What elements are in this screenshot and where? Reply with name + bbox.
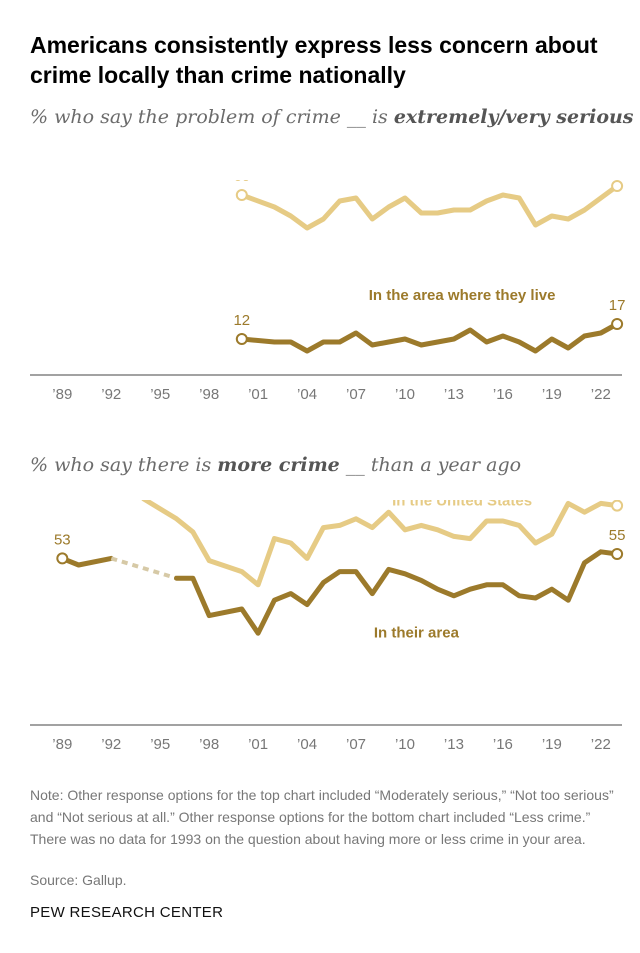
x-tick-label: ’10 [395,386,415,403]
top-subtitle-text: % who say the problem of crime __ is [30,106,394,128]
x-tick-label: ’92 [101,386,121,403]
top-subtitle-bold: extremely/very serious [393,106,634,128]
endpoint-marker [235,189,248,201]
chart-source: Source: Gallup. [30,872,127,888]
x-tick-label: ’19 [542,386,562,403]
chart-note: Note: Other response options for the top… [30,787,614,847]
x-tick-label: ’98 [199,736,219,753]
x-tick-label: ’07 [346,736,366,753]
endpoint-marker [611,180,624,192]
x-tick-label: ’16 [493,386,513,403]
x-tick-label: ’13 [444,736,464,753]
data-value-label: 17 [609,297,626,314]
series-line-in-the-area-where-they-live [239,321,620,354]
bottom-chart-subtitle: % who say there is more crime __ than a … [30,454,630,476]
x-tick-label: ’95 [150,736,170,753]
bottom-subtitle-tail: __ than a year ago [339,454,522,476]
data-value-label: 53 [54,531,71,548]
x-tick-label: ’04 [297,736,317,753]
x-tick-label: ’95 [150,386,170,403]
x-tick-label: ’01 [248,736,268,753]
x-tick-label: ’19 [542,736,562,753]
label-bottom-us: In the United States [392,500,532,510]
endpoint-marker [611,500,624,512]
label-top-area: In the area where they live [369,287,556,304]
x-tick-label: ’22 [591,386,611,403]
x-tick-label: ’07 [346,386,366,403]
x-tick-label: ’89 [52,736,72,753]
endpoint-marker [235,333,248,345]
series-line-in-the-united-states [239,183,620,231]
top-chart-subtitle: % who say the problem of crime __ is ext… [30,106,634,128]
data-value-label: 12 [233,312,250,329]
x-tick-label: ’98 [199,386,219,403]
series-line-in-their-area [59,555,114,568]
x-tick-label: ’16 [493,736,513,753]
chart-title: Americans consistently express less conc… [30,32,598,88]
endpoint-marker [611,548,624,560]
bottom-subtitle-text: % who say there is [30,454,218,476]
series-line-in-the-united-states [141,500,620,588]
x-tick-label: ’10 [395,736,415,753]
x-tick-label: ’04 [297,386,317,403]
series-line-in-their-area-continued [174,549,620,636]
x-tick-label: ’92 [101,736,121,753]
pew-footer: PEW RESEARCH CENTER [30,904,224,921]
data-value-label: 55 [609,527,626,544]
endpoint-marker [56,552,69,565]
x-tick-label: ’22 [591,736,611,753]
endpoint-marker [611,318,624,330]
series-line-in-their-area-no-data-for-1993 [110,556,178,581]
data-value-label: 60 [233,180,250,185]
x-tick-label: ’13 [444,386,464,403]
x-tick-label: ’01 [248,386,268,403]
label-bottom-area: In their area [374,625,460,642]
bottom-subtitle-bold: more crime [217,454,340,476]
x-tick-label: ’89 [52,386,72,403]
